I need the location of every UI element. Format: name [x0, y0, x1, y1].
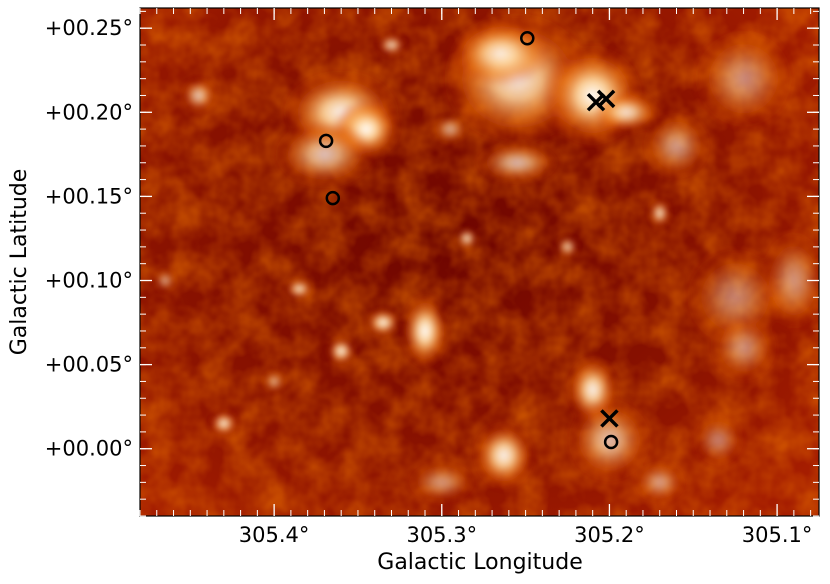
x-axis: 305.4° 305.3° 305.2° 305.1° — [239, 8, 813, 547]
emission-blob — [155, 270, 176, 291]
y-axis: +00.25° +00.20° +00.15° +00.10° +00.05° +00.0… — [45, 16, 819, 461]
emission-blob — [366, 309, 400, 337]
y-tick-label: +00.15° — [45, 184, 133, 208]
emission-blob — [649, 199, 670, 227]
emission-blob — [378, 34, 405, 56]
emission-blob — [408, 462, 476, 503]
cross-marker — [596, 89, 616, 109]
x-tick-label: 305.2° — [574, 523, 645, 547]
x-tick-label: 305.4° — [239, 523, 310, 547]
x-axis-label: Galactic Longitude — [377, 550, 582, 575]
x-tick-label: 305.3° — [406, 523, 477, 547]
emission-blob — [274, 120, 375, 188]
emission-blob — [264, 371, 285, 392]
emission-blob — [567, 398, 652, 483]
emission-blob — [210, 411, 238, 436]
plot-area — [140, 8, 819, 516]
emission-blob — [285, 278, 313, 300]
y-tick-label: +00.00° — [45, 437, 133, 461]
marker-layer — [318, 31, 619, 450]
y-tick-label: +00.10° — [45, 269, 133, 293]
cross-marker — [586, 92, 606, 112]
y-tick-label: +00.20° — [45, 100, 133, 124]
circle-marker — [325, 190, 341, 206]
emission-blob — [693, 28, 794, 130]
cross-marker — [600, 409, 619, 428]
circle-marker — [318, 133, 334, 149]
y-tick-label: +00.25° — [45, 16, 133, 40]
emission-layer — [155, 11, 819, 503]
emission-blob — [450, 19, 551, 88]
emission-blob — [475, 142, 560, 183]
y-tick-label: +00.05° — [45, 353, 133, 377]
emission-blob — [642, 112, 711, 180]
emission-blob — [693, 415, 744, 466]
emission-blob — [456, 228, 477, 249]
emission-blob — [557, 236, 578, 257]
emission-blob — [181, 78, 216, 113]
circle-marker — [603, 434, 619, 450]
y-axis-label: Galactic Latitude — [7, 169, 32, 356]
emission-blob — [760, 230, 819, 331]
circle-marker — [520, 31, 535, 46]
emission-blob — [327, 337, 355, 365]
emission-blob — [634, 462, 685, 503]
emission-blob — [401, 293, 449, 368]
plot-frame — [139, 7, 820, 517]
emission-blob — [433, 115, 467, 143]
emission-blob — [473, 421, 534, 490]
emission-blob — [710, 314, 778, 382]
x-tick-label: 305.1° — [742, 523, 813, 547]
